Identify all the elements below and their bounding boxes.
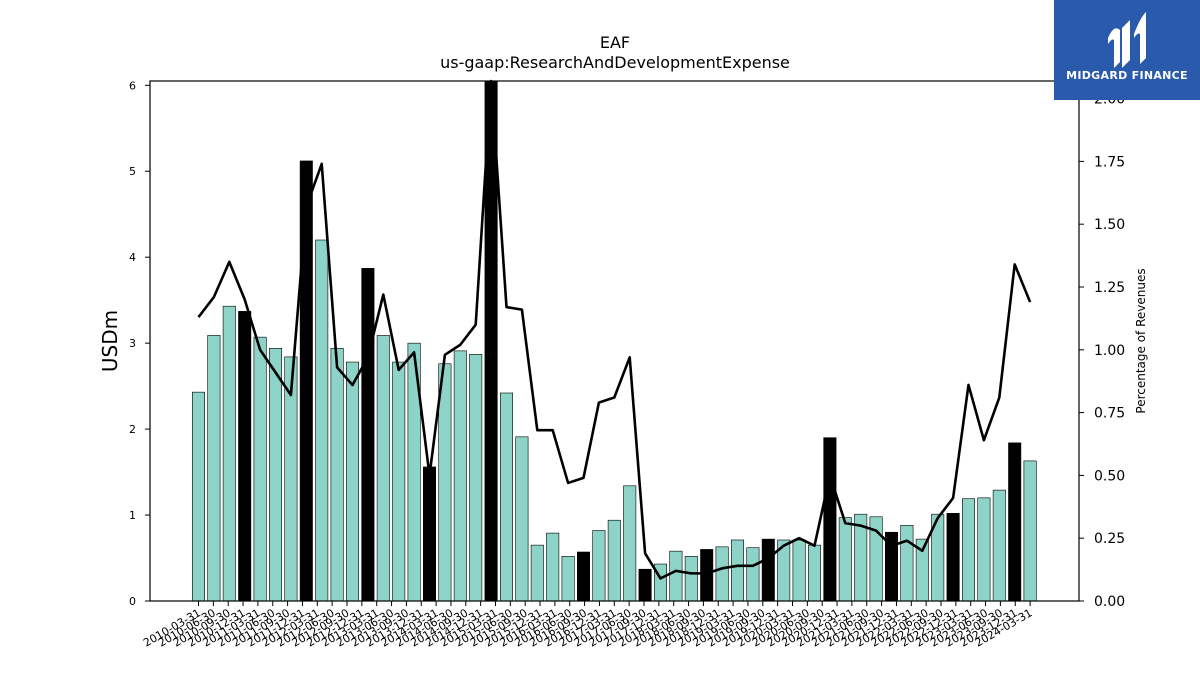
bar (222, 305, 236, 602)
bar (746, 547, 760, 602)
bar (669, 550, 683, 602)
bar (700, 549, 714, 602)
logo-mark-icon (1108, 12, 1146, 68)
bar (376, 335, 390, 602)
bar (546, 532, 560, 602)
bar (992, 489, 1006, 602)
bar (253, 336, 267, 602)
series-line (197, 79, 1032, 580)
bar (623, 485, 637, 602)
bar (900, 525, 914, 602)
bar (576, 551, 590, 602)
y2-tick-label: 1.50 (1094, 217, 1125, 233)
bar (946, 513, 960, 602)
bar (422, 466, 436, 602)
bar (238, 311, 252, 602)
bar (838, 517, 852, 602)
bar (961, 498, 975, 602)
bar (299, 160, 313, 602)
bar (469, 354, 483, 602)
bar (1023, 460, 1037, 602)
plot-area (192, 79, 1037, 602)
bar (315, 239, 329, 602)
bar (499, 392, 513, 602)
bar (607, 519, 621, 602)
bar (592, 530, 606, 602)
bar (345, 361, 359, 602)
bar (730, 539, 744, 602)
y2-tick-label: 0.25 (1094, 531, 1125, 547)
bar (1008, 442, 1022, 602)
bar (684, 556, 698, 602)
bar (561, 556, 575, 602)
chart-subtitle: us-gaap:ResearchAndDevelopmentExpense (440, 53, 790, 72)
bar (807, 544, 821, 602)
bar (761, 538, 775, 602)
y-tick-label: 2 (129, 423, 136, 436)
y-axis-label: USDm (98, 310, 122, 372)
y2-tick-label: 0.00 (1094, 594, 1125, 610)
chart-title: EAF (600, 33, 630, 52)
y-tick-label: 1 (129, 509, 136, 522)
bar (438, 363, 452, 602)
bar (207, 335, 221, 602)
y2-axis-label: Percentage of Revenues (1134, 268, 1148, 413)
y2-tick-label: 1.75 (1094, 154, 1125, 170)
bar (330, 348, 344, 602)
bar (638, 568, 652, 602)
y2-tick-label: 0.50 (1094, 468, 1125, 484)
y-tick-label: 0 (129, 595, 136, 608)
y2-tick-label: 1.25 (1094, 280, 1125, 296)
bar (823, 437, 837, 602)
bar (792, 539, 806, 602)
logo-text: MIDGARD FINANCE (1066, 69, 1188, 82)
y-tick-label: 5 (129, 165, 136, 178)
bar (453, 350, 467, 602)
x-axis: 2010-03-312010-06-302010-09-302010-12-31… (141, 601, 1035, 650)
y-tick-label: 6 (129, 79, 136, 92)
y-tick-label: 4 (129, 251, 136, 264)
bar (977, 497, 991, 602)
y-axis-left: 0 1 2 3 4 5 6 (129, 79, 150, 608)
bar (268, 348, 282, 602)
bar (192, 391, 206, 602)
bar (392, 361, 406, 602)
bar (715, 546, 729, 602)
y2-tick-label: 1.00 (1094, 343, 1125, 359)
bar (515, 436, 529, 602)
bar (530, 544, 544, 602)
y-tick-label: 3 (129, 337, 136, 350)
logo: MIDGARD FINANCE (1054, 0, 1200, 100)
bar (361, 268, 375, 602)
y2-tick-label: 0.75 (1094, 406, 1125, 422)
y-axis-right: 0.000.250.500.751.001.251.501.752.00 (1079, 92, 1125, 610)
